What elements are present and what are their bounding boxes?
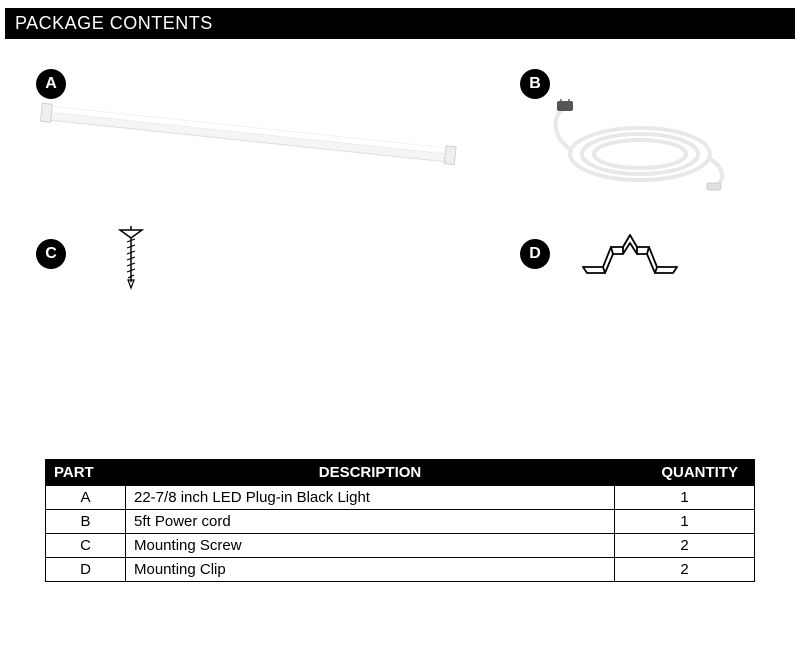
cell-part: A (46, 486, 126, 510)
table-row: A 22-7/8 inch LED Plug-in Black Light 1 (46, 486, 755, 510)
cell-description: Mounting Screw (126, 534, 615, 558)
cell-part: B (46, 510, 126, 534)
table-row: D Mounting Clip 2 (46, 558, 755, 582)
parts-table: PART DESCRIPTION QUANTITY A 22-7/8 inch … (45, 459, 755, 582)
col-description: DESCRIPTION (126, 460, 615, 486)
parts-table-container: PART DESCRIPTION QUANTITY A 22-7/8 inch … (45, 459, 755, 582)
table-row: C Mounting Screw 2 (46, 534, 755, 558)
cell-description: 5ft Power cord (126, 510, 615, 534)
items-area: A B (0, 39, 800, 459)
col-part: PART (46, 460, 126, 486)
cell-part: C (46, 534, 126, 558)
image-led-light (38, 97, 458, 177)
badge-d: D (520, 239, 550, 269)
table-header-row: PART DESCRIPTION QUANTITY (46, 460, 755, 486)
cell-quantity: 2 (615, 534, 755, 558)
badge-c-label: C (45, 245, 57, 263)
cell-part: D (46, 558, 126, 582)
badge-a: A (36, 69, 66, 99)
badge-c: C (36, 239, 66, 269)
image-mounting-screw (118, 224, 144, 294)
badge-b: B (520, 69, 550, 99)
badge-d-label: D (529, 245, 541, 263)
section-header: PACKAGE CONTENTS (5, 8, 795, 39)
section-title: PACKAGE CONTENTS (15, 13, 213, 33)
cell-quantity: 1 (615, 510, 755, 534)
badge-a-label: A (45, 75, 57, 93)
cell-description: 22-7/8 inch LED Plug-in Black Light (126, 486, 615, 510)
cell-description: Mounting Clip (126, 558, 615, 582)
image-power-cord (535, 99, 735, 199)
image-mounting-clip (575, 229, 685, 279)
badge-b-label: B (529, 75, 541, 93)
table-row: B 5ft Power cord 1 (46, 510, 755, 534)
cell-quantity: 1 (615, 486, 755, 510)
cell-quantity: 2 (615, 558, 755, 582)
col-quantity: QUANTITY (615, 460, 755, 486)
